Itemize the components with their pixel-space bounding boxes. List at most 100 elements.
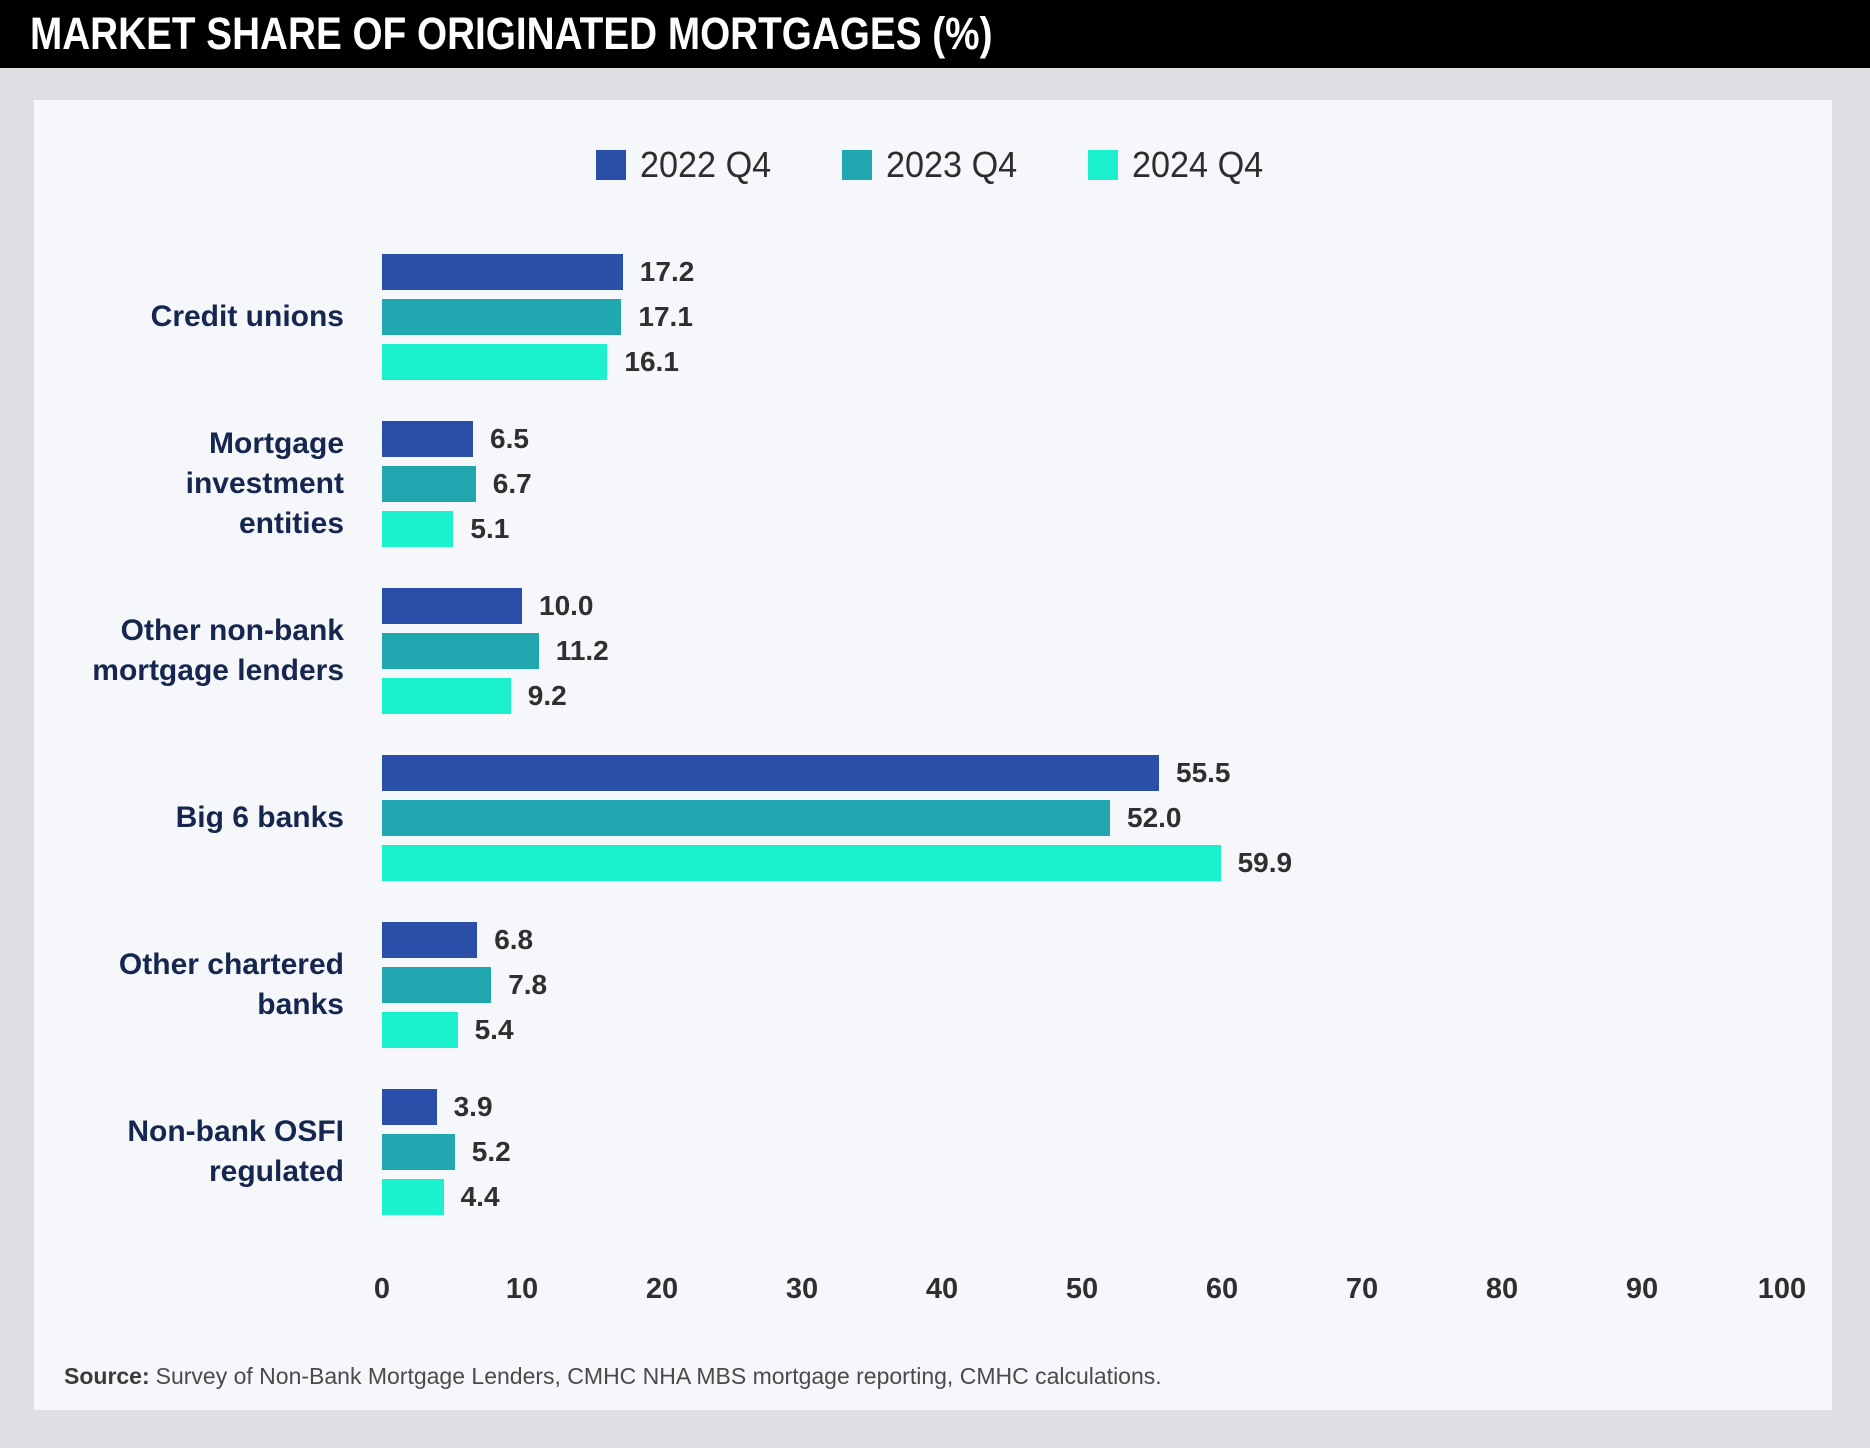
bar-value-label: 6.5 [490,423,529,454]
bar-2022-q4-other-non-bank-mortgage-lenders [382,588,522,624]
bar-value-label: 16.1 [624,346,679,377]
bar-chart: Credit unions 17.2 17.1 16.1 Mortgage investm… [34,254,1832,1215]
legend-item-2022-q4: 2022 Q4 [595,144,778,186]
x-tick-0: 0 [373,1273,391,1305]
bar-row-2022-q4: 6.5 [382,421,1782,457]
title-bar: MARKET SHARE OF ORIGINATED MORTGAGES (%) [0,0,1870,68]
bar-2023-q4-credit-unions [382,299,622,335]
bar-row-2024-q4: 4.4 [382,1179,1782,1215]
bar-value-label: 17.2 [639,256,695,287]
x-tick-30: 30 [785,1273,819,1305]
bar-stack: 10.0 11.2 9.2 [382,588,1782,714]
bar-row-2024-q4: 5.4 [382,1012,1782,1048]
category-label-mortgage-investment-entities: Mortgage investment entities [185,427,344,540]
x-tick-100: 100 [1757,1273,1807,1305]
x-tick-10: 10 [505,1273,539,1305]
bar-value-label: 11.2 [555,635,609,666]
bar-value-label: 5.2 [471,1136,511,1167]
bar-row-2024-q4: 9.2 [382,678,1782,714]
category-group-other-non-bank-mortgage-lenders: Other non-bank mortgage lenders 10.0 11.2 9.… [34,588,1832,714]
bar-2022-q4-mortgage-investment-entities [382,421,473,457]
bar-row-2022-q4: 3.9 [382,1089,1782,1125]
category-group-non-bank-osfi-regulated: Non-bank OSFI regulated 3.9 5.2 4.4 [34,1089,1832,1215]
x-tick-60: 60 [1205,1273,1239,1305]
x-tick-80: 80 [1485,1273,1519,1305]
category-group-big-6-banks: Big 6 banks 55.5 52.0 59.9 [34,755,1832,881]
category-group-credit-unions: Credit unions 17.2 17.1 16.1 [34,254,1832,380]
bar-row-2024-q4: 16.1 [382,344,1782,380]
bar-row-2022-q4: 6.8 [382,922,1782,958]
bar-value-label: 6.8 [494,924,534,955]
source-note: Source: Survey of Non-Bank Mortgage Lende… [34,1363,1832,1390]
category-group-other-chartered-banks: Other chartered banks 6.8 7.8 5.4 [34,922,1832,1048]
category-label-credit-unions: Credit unions [150,300,344,333]
source-text: Survey of Non-Bank Mortgage Lenders, CMH… [155,1363,1162,1389]
category-group-mortgage-investment-entities: Mortgage investment entities 6.5 6.7 5.1 [34,421,1832,547]
bar-2022-q4-non-bank-osfi-regulated [382,1089,437,1125]
category-label-other-chartered-banks: Other chartered banks [118,948,344,1021]
bar-2023-q4-other-chartered-banks [382,967,492,1003]
x-tick-90: 90 [1625,1273,1659,1305]
bar-2022-q4-other-chartered-banks [382,922,478,958]
bar-value-label: 5.4 [474,1014,514,1045]
bar-value-label: 7.8 [508,969,548,1000]
bar-value-label: 10.0 [539,590,594,621]
category-label-non-bank-osfi-regulated: Non-bank OSFI regulated [127,1115,344,1188]
chart-legend: 2022 Q4 2023 Q4 2024 Q4 [34,144,1832,186]
legend-label-2023-q4: 2023 Q4 [885,144,1018,185]
legend-swatch-2022-q4 [595,150,626,180]
bar-stack: 6.8 7.8 5.4 [382,922,1782,1048]
bar-2024-q4-other-chartered-banks [382,1012,458,1048]
bar-value-label: 9.2 [527,680,567,711]
bar-value-label: 17.1 [638,301,693,332]
bar-stack: 55.5 52.0 59.9 [382,755,1782,881]
bar-value-label: 3.9 [453,1091,493,1122]
bar-2022-q4-big-6-banks [382,755,1159,791]
bar-2023-q4-non-bank-osfi-regulated [382,1134,455,1170]
bar-2024-q4-big-6-banks [382,845,1221,881]
x-tick-20: 20 [645,1273,679,1305]
legend-item-2024-q4: 2024 Q4 [1088,144,1270,186]
legend-swatch-2024-q4 [1088,150,1119,180]
bar-stack: 3.9 5.2 4.4 [382,1089,1782,1215]
source-label: Source: [64,1363,150,1389]
bar-value-label: 55.5 [1176,757,1231,788]
bar-2024-q4-non-bank-osfi-regulated [382,1179,444,1215]
bar-row-2023-q4: 6.7 [382,466,1782,502]
bar-stack: 17.2 17.1 16.1 [382,254,1782,380]
bar-row-2023-q4: 5.2 [382,1134,1782,1170]
legend-swatch-2023-q4 [841,150,872,180]
x-axis: 0 10 20 30 40 50 60 70 80 90 100 [374,1273,1806,1309]
bar-value-label: 59.9 [1237,847,1293,878]
bar-row-2022-q4: 17.2 [382,254,1782,290]
bar-row-2024-q4: 59.9 [382,845,1782,881]
legend-label-2024-q4: 2024 Q4 [1132,144,1264,185]
legend-label-2022-q4: 2022 Q4 [639,144,772,185]
x-tick-40: 40 [925,1273,959,1305]
bar-2023-q4-other-non-bank-mortgage-lenders [382,633,539,669]
bar-2023-q4-mortgage-investment-entities [382,466,476,502]
bar-2024-q4-credit-unions [382,344,608,380]
bar-value-label: 4.4 [460,1181,500,1212]
bar-row-2023-q4: 7.8 [382,967,1782,1003]
bar-value-label: 5.1 [470,513,510,544]
page-title: MARKET SHARE OF ORIGINATED MORTGAGES (%) [30,8,993,59]
bar-2024-q4-mortgage-investment-entities [382,511,454,547]
bar-row-2024-q4: 5.1 [382,511,1782,547]
bar-2024-q4-other-non-bank-mortgage-lenders [382,678,511,714]
bar-2023-q4-big-6-banks [382,800,1110,836]
bar-2022-q4-credit-unions [382,254,623,290]
legend-item-2023-q4: 2023 Q4 [841,144,1024,186]
bar-row-2023-q4: 11.2 [382,633,1782,669]
bar-value-label: 52.0 [1127,802,1182,833]
category-label-big-6-banks: Big 6 banks [175,801,344,834]
bar-row-2022-q4: 10.0 [382,588,1782,624]
bar-row-2023-q4: 52.0 [382,800,1782,836]
x-tick-70: 70 [1345,1273,1379,1305]
bar-row-2022-q4: 55.5 [382,755,1782,791]
bar-row-2023-q4: 17.1 [382,299,1782,335]
x-tick-50: 50 [1065,1273,1099,1305]
category-label-other-non-bank-mortgage-lenders: Other non-bank mortgage lenders [92,614,344,687]
bar-value-label: 6.7 [492,468,532,499]
bar-stack: 6.5 6.7 5.1 [382,421,1782,547]
